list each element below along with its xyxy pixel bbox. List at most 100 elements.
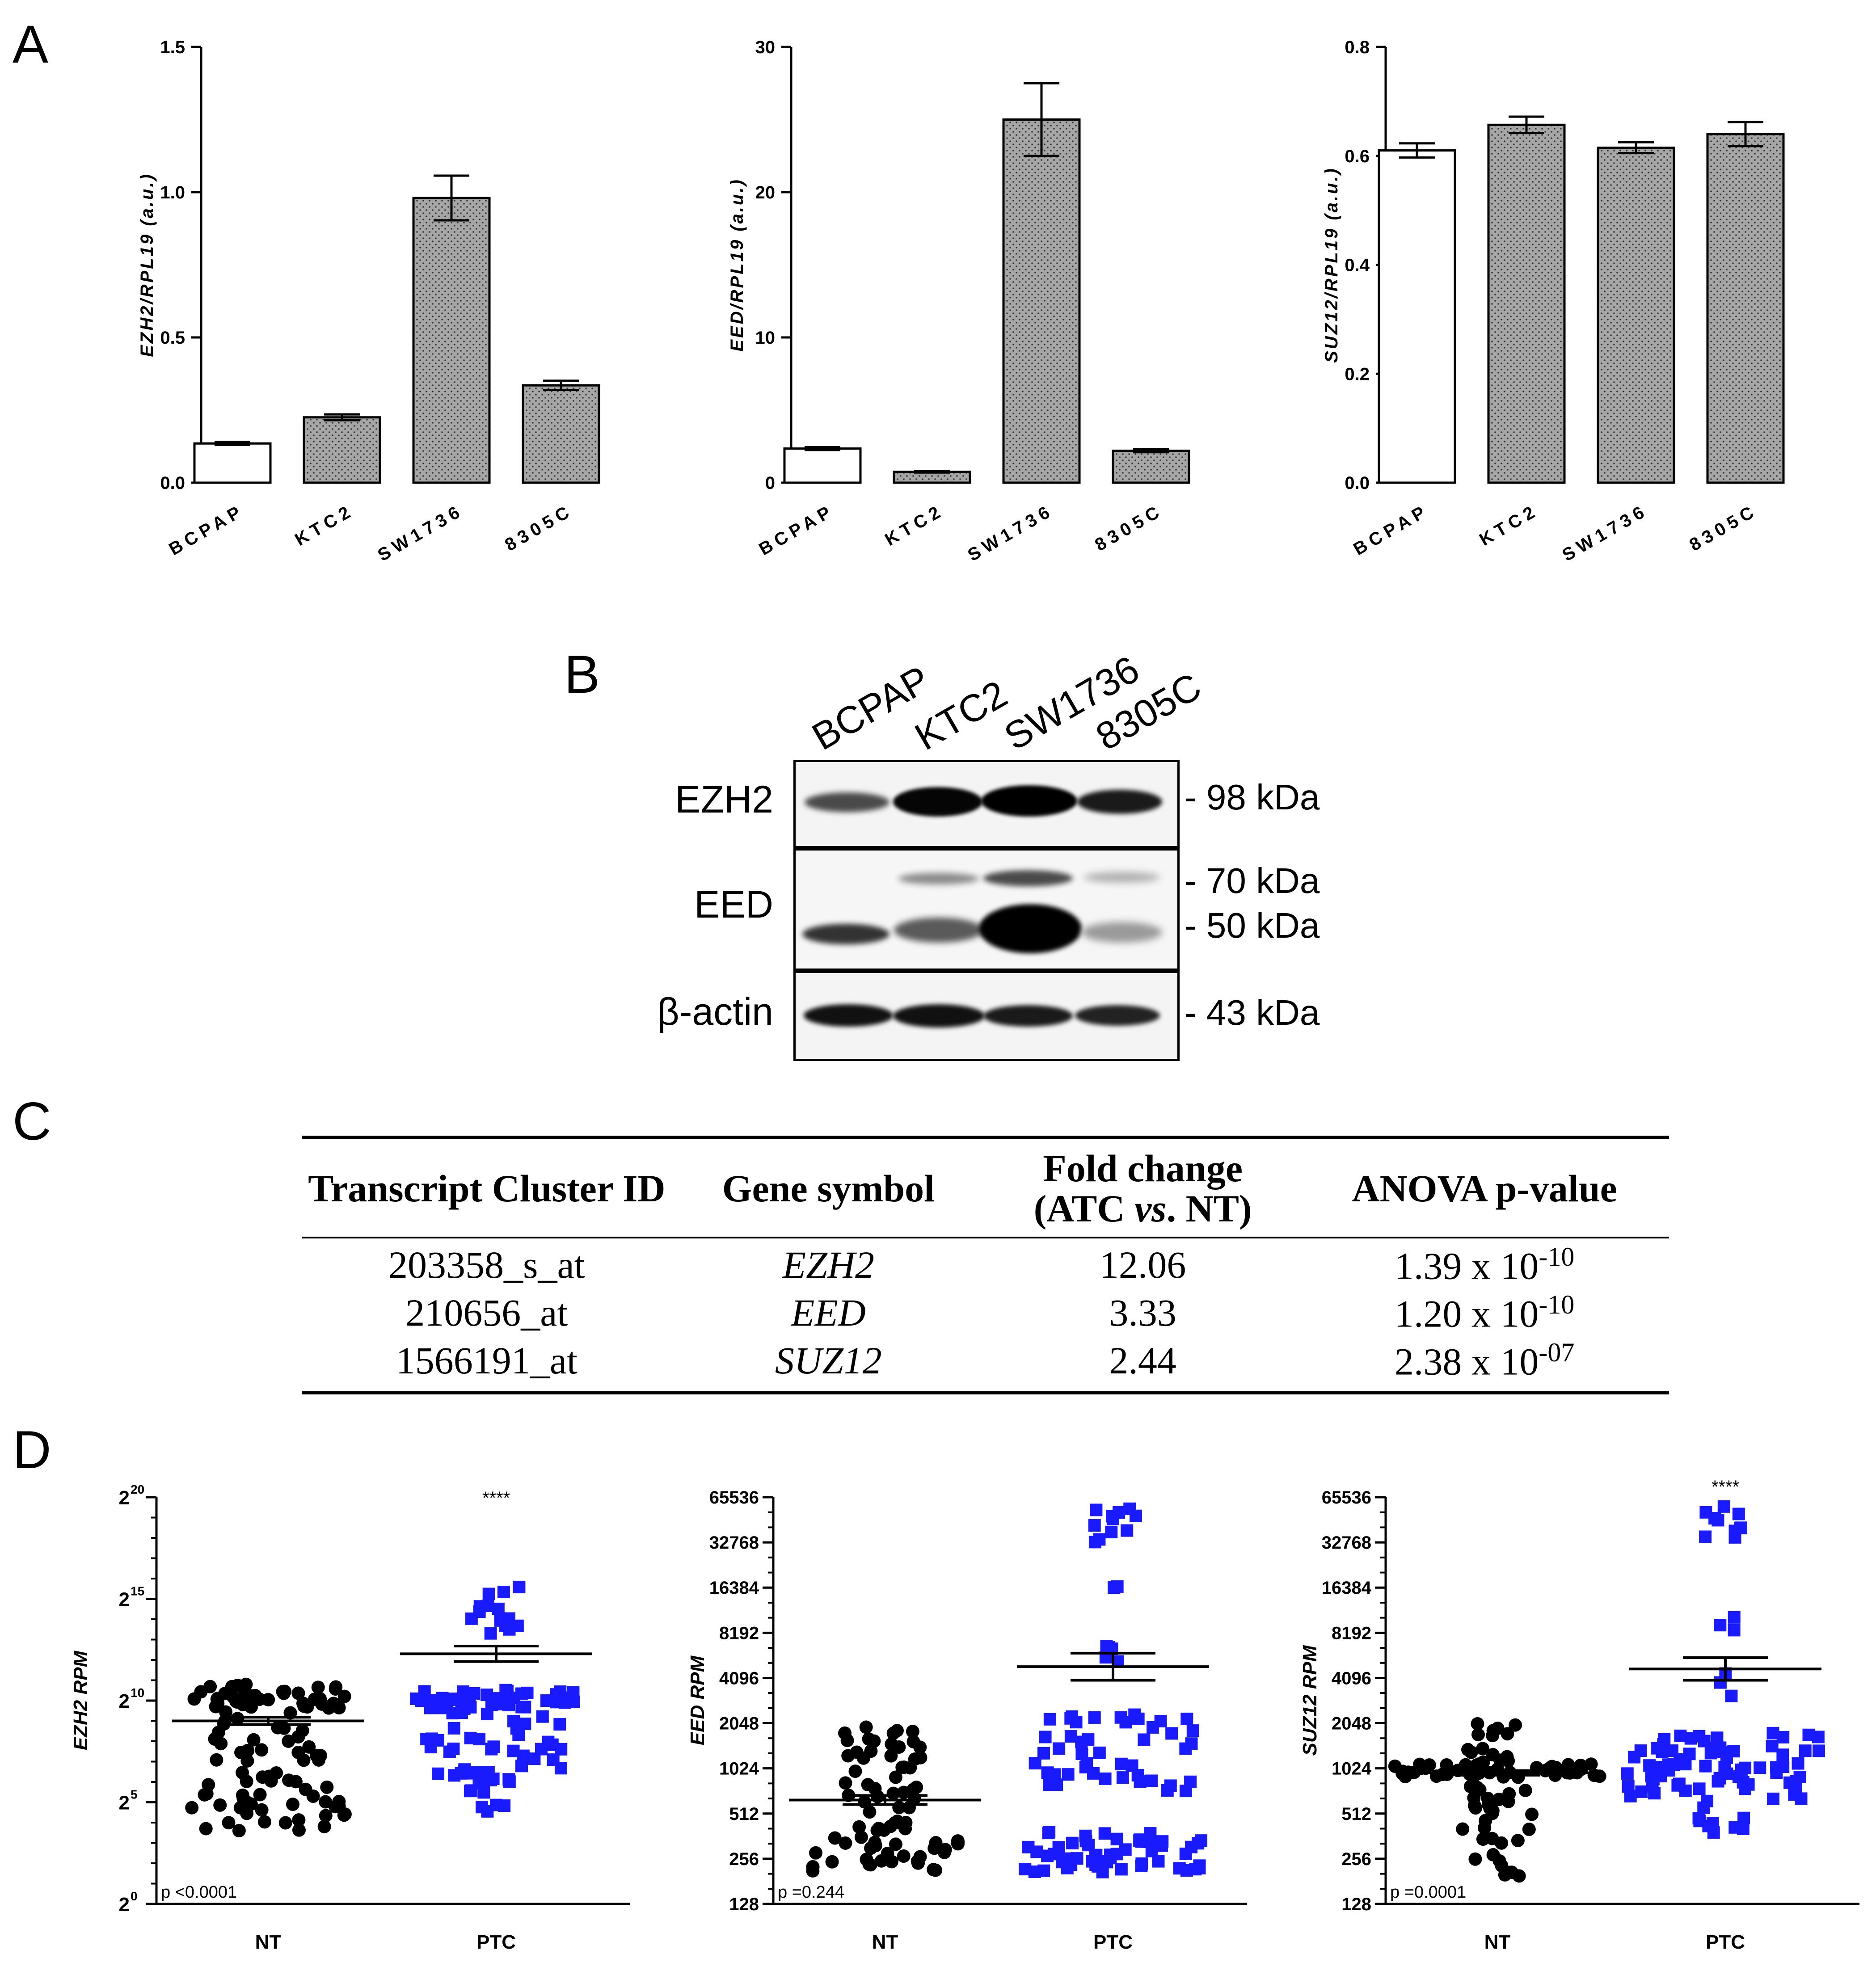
data-point-nt — [1492, 1854, 1506, 1868]
bar — [1706, 133, 1785, 484]
data-point-nt — [1501, 1727, 1514, 1741]
data-point-ptc — [546, 1738, 559, 1751]
data-point-nt — [856, 1751, 870, 1765]
blot-strip-eed — [793, 848, 1180, 971]
data-point-ptc — [1106, 1510, 1119, 1523]
data-point-ptc — [1711, 1731, 1724, 1744]
data-point-nt — [1498, 1868, 1512, 1882]
y-tick-label: 16384 — [709, 1578, 759, 1598]
data-point-nt — [859, 1720, 873, 1734]
cell-pvalue-base: 1.20 x 10 — [1394, 1292, 1539, 1335]
data-point-ptc — [1161, 1784, 1174, 1797]
y-tick-label: 0.5 — [160, 328, 185, 348]
data-point-nt — [289, 1775, 303, 1789]
data-point-nt — [292, 1823, 306, 1837]
bar-chart-ezh2: 0.0 0.5 1.0 1.5 EZH2/RPL19 (a.u.) BCPAP KTC2 SW… — [137, 38, 600, 565]
y-tick-label: 0.4 — [1345, 256, 1370, 275]
data-point-ptc — [443, 1745, 456, 1758]
data-point-nt — [884, 1749, 898, 1763]
data-point-ptc — [1088, 1711, 1101, 1724]
data-point-nt — [255, 1743, 269, 1757]
data-point-nt — [911, 1856, 925, 1870]
data-point-ptc — [1075, 1747, 1088, 1760]
p-value: p =0.0001 — [1390, 1883, 1466, 1902]
data-point-ptc — [1715, 1745, 1728, 1758]
data-point-ptc — [1648, 1787, 1661, 1800]
x-tick-label: PTC — [1093, 1931, 1133, 1953]
data-point-nt — [211, 1726, 225, 1739]
y-tick-label: 32768 — [1322, 1533, 1371, 1553]
data-point-nt — [889, 1770, 902, 1784]
y-tick-label: 4096 — [1332, 1668, 1371, 1688]
data-point-nt — [332, 1701, 346, 1715]
bar — [1378, 149, 1456, 484]
data-point-nt — [199, 1822, 213, 1836]
data-point-nt — [231, 1678, 245, 1692]
data-point-nt — [825, 1855, 839, 1869]
y-axis-label: EED RPM — [687, 1655, 708, 1745]
cell-pvalue-base: 2.38 x 10 — [1394, 1340, 1539, 1383]
data-point-ptc — [1126, 1759, 1138, 1772]
data-point-ptc — [487, 1773, 500, 1786]
x-tick-label: NT — [255, 1931, 282, 1953]
y-tick-label: 0.8 — [1345, 38, 1370, 57]
data-point-ptc — [1100, 1640, 1113, 1653]
data-point-nt — [1476, 1755, 1490, 1769]
data-point-nt — [302, 1740, 316, 1754]
data-point-ptc — [481, 1805, 494, 1818]
data-point-ptc — [1104, 1852, 1117, 1865]
data-point-nt — [248, 1689, 262, 1702]
data-point-nt — [291, 1686, 305, 1700]
data-point-ptc — [1022, 1840, 1035, 1853]
data-point-nt — [313, 1692, 327, 1706]
data-point-nt — [897, 1849, 911, 1863]
data-point-ptc — [497, 1586, 510, 1599]
data-point-nt — [1477, 1821, 1491, 1835]
data-point-ptc — [1037, 1864, 1050, 1877]
data-point-nt — [892, 1740, 906, 1754]
cell-pvalue-base: 1.39 x 10 — [1394, 1244, 1539, 1288]
data-point-nt — [841, 1749, 855, 1763]
data-point-nt — [877, 1823, 891, 1837]
data-point-ptc — [420, 1733, 433, 1746]
blot-row-label-eed: EED — [694, 883, 773, 926]
data-point-ptc — [447, 1722, 460, 1735]
y-tick-label: 256 — [1341, 1849, 1371, 1869]
data-point-ptc — [1053, 1742, 1066, 1755]
data-point-nt — [1486, 1729, 1500, 1743]
data-point-nt — [214, 1737, 228, 1751]
data-point-ptc — [1770, 1766, 1783, 1779]
lane-label-bcpap: BCPAP — [805, 657, 937, 759]
data-point-nt — [337, 1689, 351, 1703]
header-gene-symbol: Gene symbol — [722, 1167, 935, 1210]
data-point-ptc — [1132, 1712, 1145, 1725]
data-point-nt — [929, 1836, 943, 1849]
dot-plot-eed: 128 256 512 1024 2048 4096 8192 16384 32768 65536… — [687, 1488, 1247, 1953]
y-tick-label-base: 2 — [119, 1792, 130, 1814]
data-point-ptc — [473, 1733, 486, 1746]
p-value: p <0.0001 — [161, 1883, 237, 1902]
data-point-ptc — [553, 1718, 566, 1731]
data-point-ptc — [1079, 1829, 1092, 1842]
data-point-nt — [222, 1816, 236, 1830]
data-point-nt — [255, 1803, 269, 1817]
marker-70kda: - 70 kDa — [1185, 861, 1320, 901]
data-point-nt — [232, 1823, 246, 1837]
bar — [783, 447, 862, 484]
data-point-nt — [257, 1815, 271, 1829]
data-point-ptc — [515, 1760, 528, 1773]
x-tick-label: SW1736 — [1559, 501, 1652, 565]
data-point-ptc — [1066, 1836, 1079, 1849]
data-point-nt — [864, 1841, 878, 1855]
data-point-ptc — [1766, 1792, 1779, 1805]
x-tick-label: SW1736 — [375, 501, 467, 565]
data-point-nt — [838, 1726, 852, 1740]
data-point-ptc — [1662, 1764, 1675, 1777]
y-tick-label-exp: 10 — [131, 1686, 144, 1700]
cell-id: 203358_s_at — [388, 1243, 585, 1286]
y-tick-label-exp: 15 — [131, 1584, 144, 1598]
data-point-ptc — [536, 1710, 549, 1723]
bar — [522, 384, 600, 484]
data-point-nt — [1481, 1791, 1495, 1805]
